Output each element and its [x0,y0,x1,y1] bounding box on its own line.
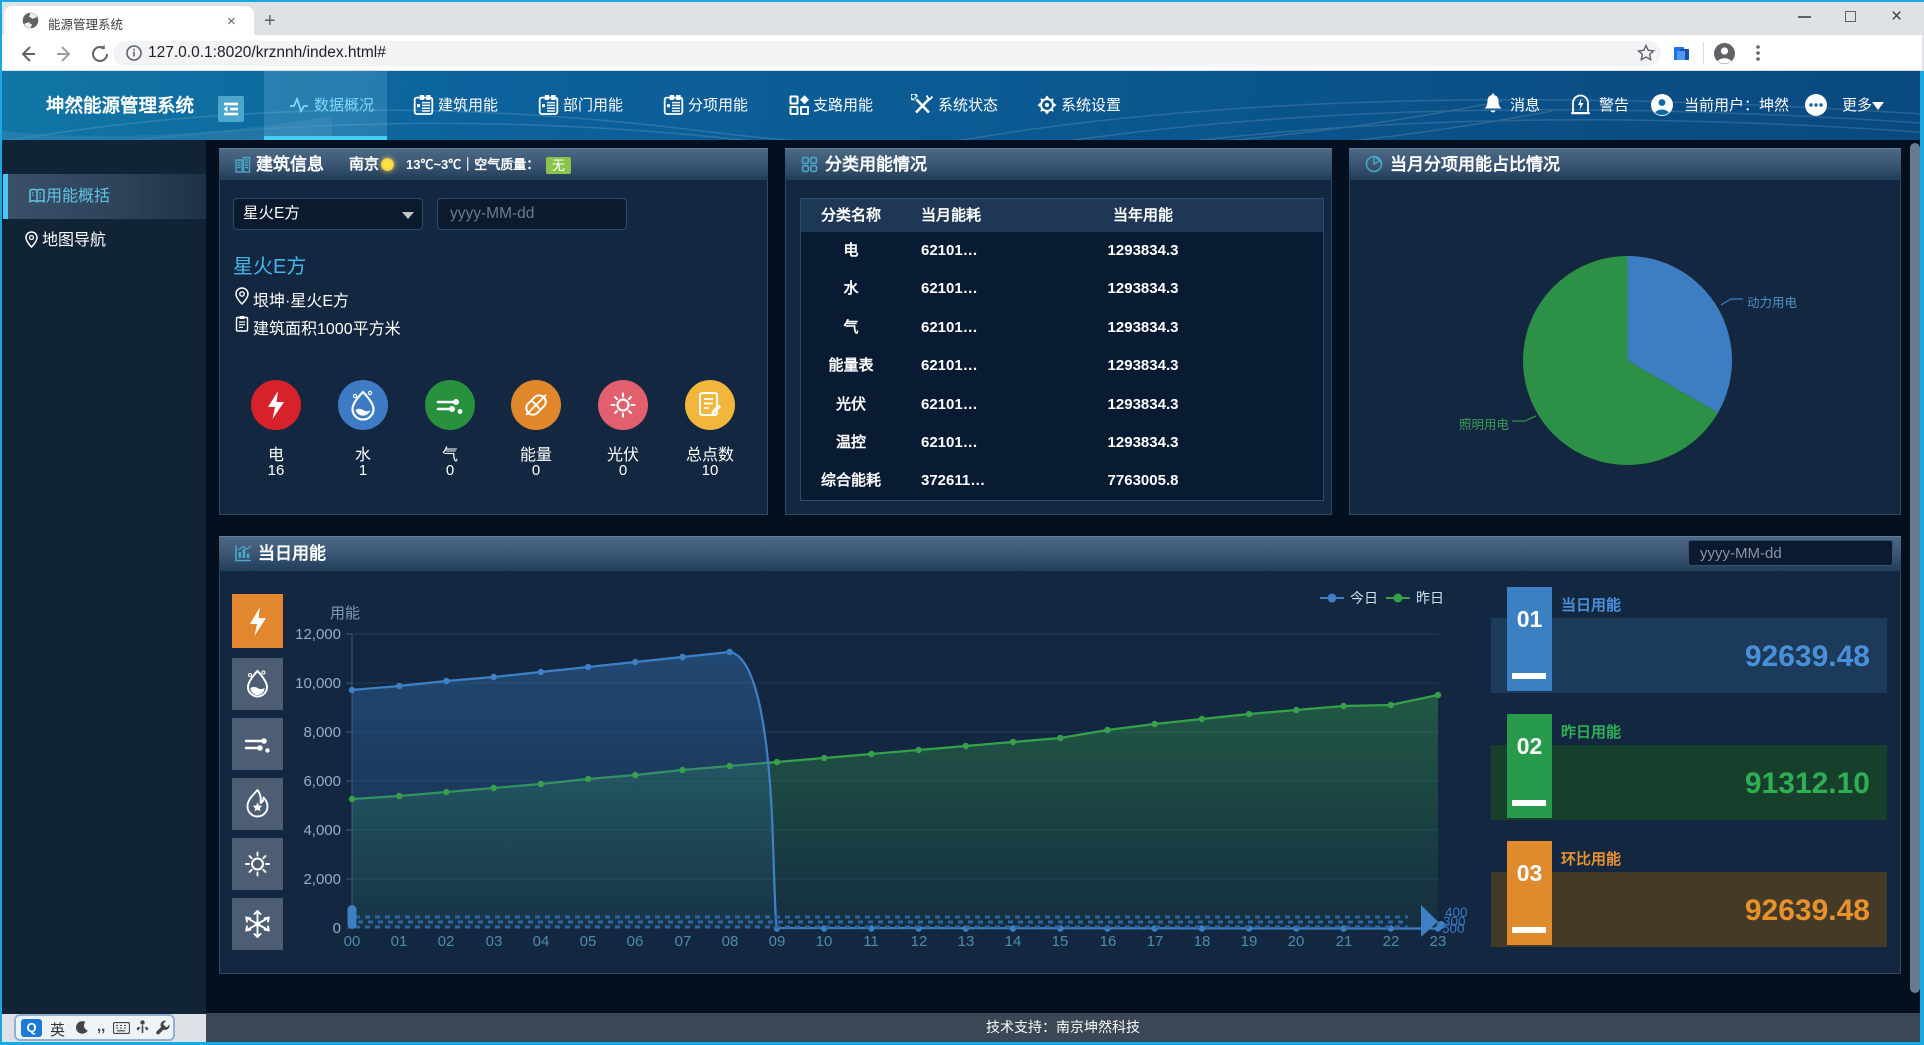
svg-text:400: 400 [1445,905,1468,920]
svg-text:14: 14 [1005,933,1022,950]
svg-text:13: 13 [958,933,975,950]
svg-text:17: 17 [1147,933,1164,950]
svg-text:300: 300 [1443,914,1466,929]
svg-text:09: 09 [769,933,786,950]
svg-text:04: 04 [533,933,550,950]
svg-text:15: 15 [1052,933,1069,950]
svg-text:16: 16 [1100,933,1117,950]
svg-text:8,000: 8,000 [303,724,341,741]
svg-text:6,000: 6,000 [303,773,341,790]
svg-text:21: 21 [1336,933,1353,950]
svg-text:02: 02 [438,933,455,950]
svg-text:06: 06 [627,933,644,950]
svg-text:10: 10 [816,933,833,950]
svg-text:0: 0 [333,920,341,937]
svg-text:12,000: 12,000 [295,626,341,643]
svg-text:00: 00 [344,933,361,950]
svg-text:01: 01 [391,933,408,950]
svg-text:20: 20 [1288,933,1305,950]
svg-text:11: 11 [863,933,879,950]
svg-text:05: 05 [580,933,597,950]
svg-text:08: 08 [722,933,739,950]
svg-text:07: 07 [675,933,692,950]
svg-text:18: 18 [1194,933,1211,950]
svg-text:4,000: 4,000 [303,822,341,839]
svg-text:10,000: 10,000 [295,675,341,692]
svg-text:用能: 用能 [330,605,360,622]
svg-text:2,000: 2,000 [303,871,341,888]
svg-text:23: 23 [1430,933,1447,950]
svg-text:今日: 今日 [1350,590,1378,606]
svg-text:22: 22 [1383,933,1400,950]
svg-text:昨日: 昨日 [1416,590,1444,606]
svg-text:12: 12 [911,933,928,950]
svg-text:500: 500 [1442,921,1465,936]
svg-text:19: 19 [1241,933,1258,950]
svg-text:03: 03 [486,933,503,950]
